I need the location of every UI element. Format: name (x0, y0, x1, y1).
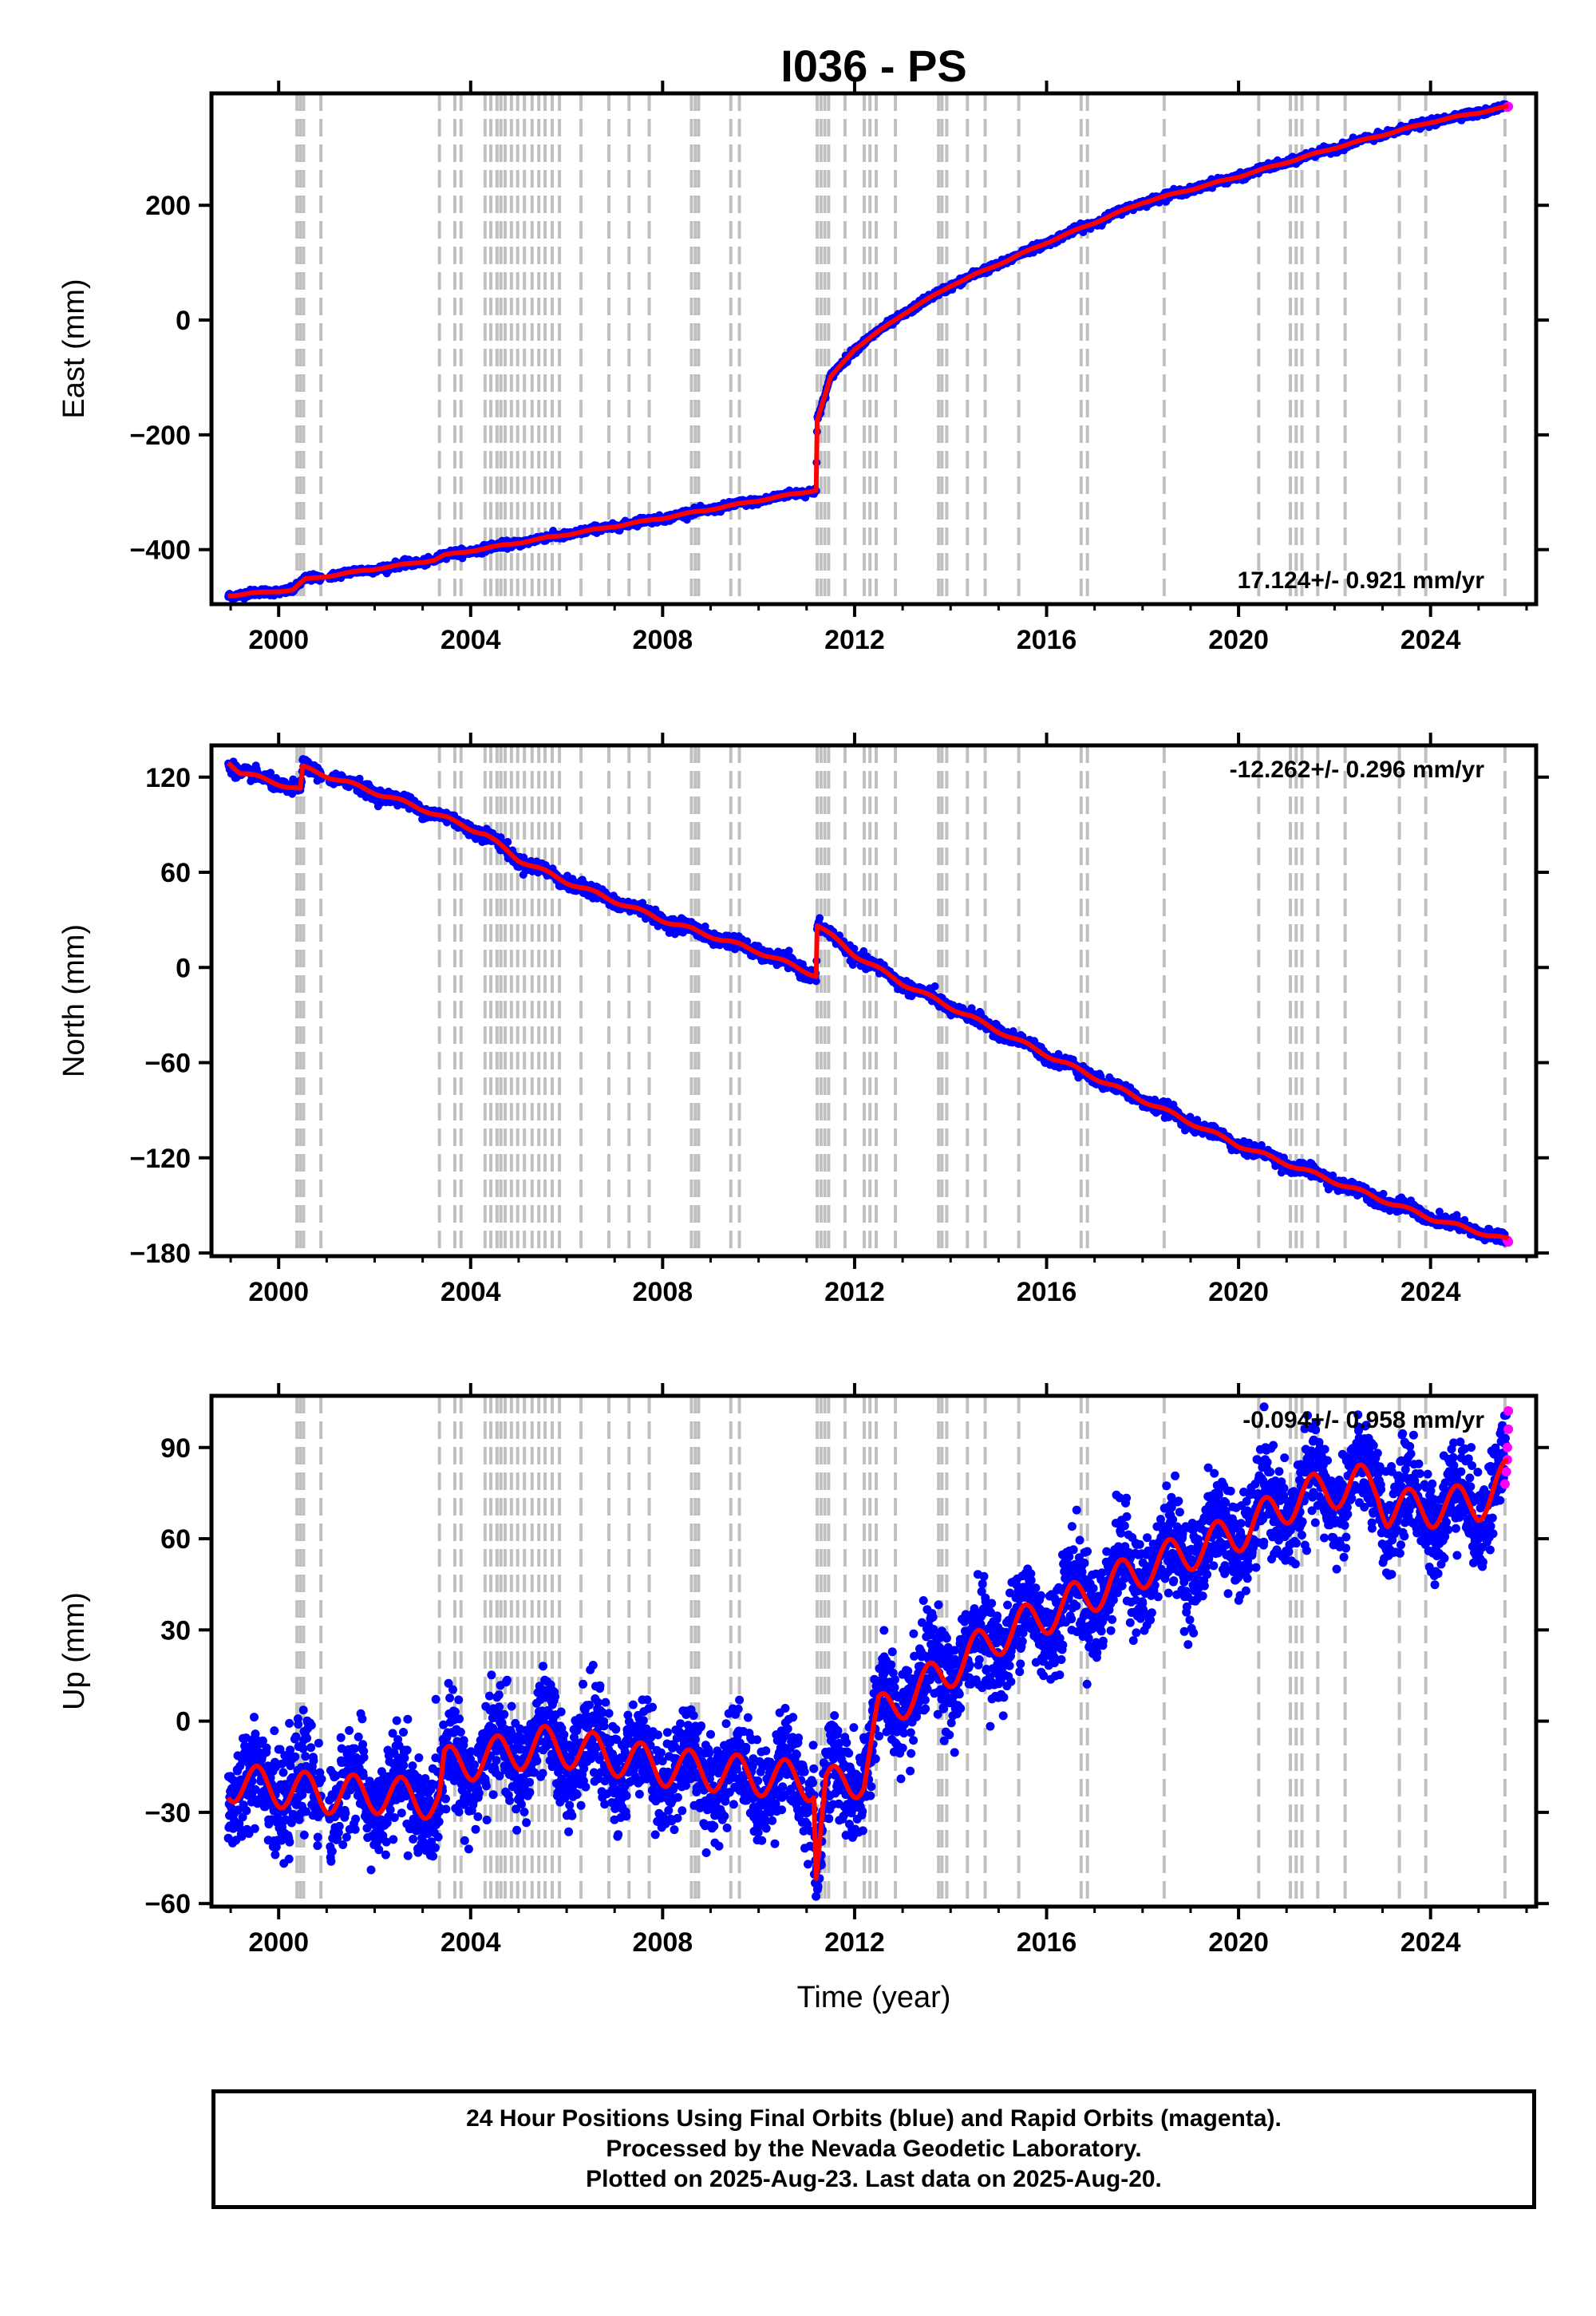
panel-east: 2000 2004 2008 2012 2016 2020 2024 −400 −200 0 200… (57, 81, 1549, 655)
chart-title: I036 - PS (780, 41, 966, 91)
velocity-label: 17.124+/- 0.921 mm/yr (1238, 567, 1485, 594)
data-point (504, 838, 512, 846)
x-tick-label: 2008 (633, 625, 693, 655)
x-tick-label: 2004 (440, 625, 501, 655)
x-tick-label: 2020 (1208, 625, 1269, 655)
event-lines (295, 93, 1507, 604)
y-tick-label: 200 (145, 191, 191, 221)
data-point (930, 982, 939, 990)
y-axis-label: East (mm) (57, 279, 91, 418)
x-tick-label: 2000 (248, 625, 309, 655)
y-tick-label: −400 (129, 536, 191, 566)
x-tick-label: 2016 (1017, 625, 1077, 655)
panels: 2000 2004 2008 2012 2016 2020 2024 −400 −200 0 200… (57, 81, 1549, 1958)
data-point (816, 914, 824, 923)
panel-north: 2000 2004 2008 2012 2016 2020 2024−180−120−600… (57, 733, 1549, 1307)
y-tick-label: 0 (176, 306, 191, 336)
x-tick-label: 2012 (824, 625, 885, 655)
plot-frame (209, 91, 1539, 607)
x-tick-label: 2024 (1400, 625, 1461, 655)
y-tick-label: −200 (129, 421, 191, 451)
